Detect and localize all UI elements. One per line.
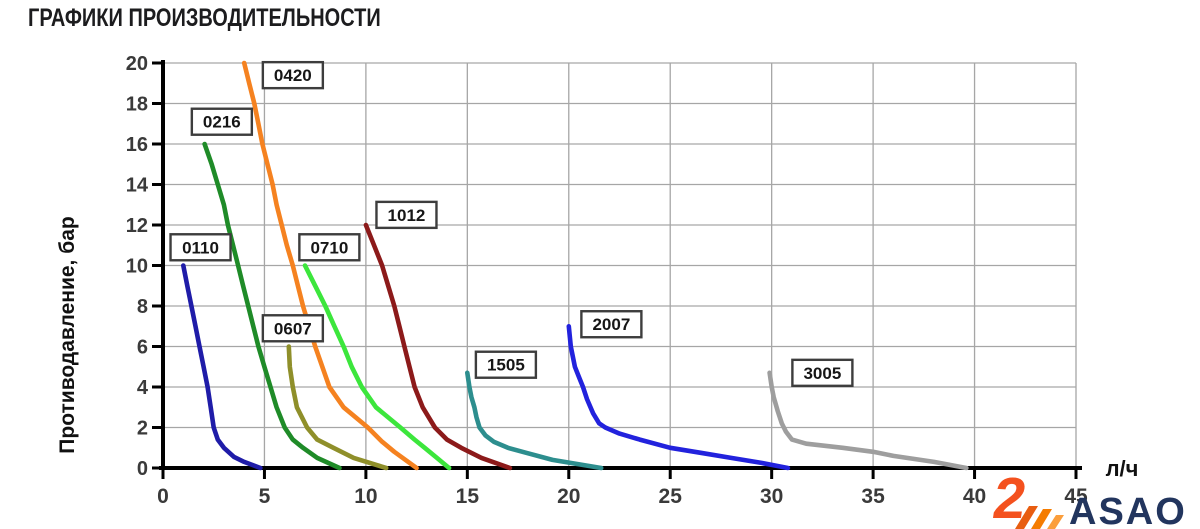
series-label-box-0110 — [169, 233, 232, 262]
series-line-0710 — [302, 263, 452, 471]
series-label-box-0420 — [261, 60, 325, 90]
y-tick-label: 0 — [137, 458, 148, 480]
x-tick-label: 20 — [557, 485, 580, 508]
x-tick-label: 40 — [963, 485, 986, 508]
series-label-0216: 0216 — [203, 113, 241, 132]
y-axis-title: Противодавление, бар — [56, 216, 79, 453]
series-label-box-1012 — [375, 200, 438, 230]
series-label-box-2007 — [580, 310, 643, 339]
series-line-0607 — [286, 344, 389, 471]
x-tick-label: 25 — [659, 485, 683, 508]
series-label-0420: 0420 — [274, 66, 312, 85]
logo-stripe-2 — [1031, 509, 1052, 529]
y-tick-label: 16 — [126, 134, 148, 156]
series-label-box-0216 — [190, 107, 254, 136]
y-tick-label: 12 — [126, 215, 148, 237]
y-tick-label: 6 — [137, 337, 148, 359]
x-axis-title: л/ч — [1106, 456, 1139, 481]
series-label-0110: 0110 — [182, 238, 219, 257]
series-label-box-1505 — [474, 350, 538, 379]
x-tick-label: 10 — [354, 485, 377, 508]
x-tick-label: 35 — [861, 485, 885, 508]
page-title: ГРАФИКИ ПРОИЗВОДИТЕЛЬНОСТИ — [28, 4, 381, 32]
series-line-0216 — [202, 141, 342, 471]
logo-text: ASAO — [1069, 491, 1187, 529]
x-tick-label: 15 — [456, 485, 480, 508]
x-tick-label: 0 — [157, 485, 169, 508]
series-label-box-0710 — [298, 233, 361, 262]
series-line-1505 — [464, 370, 604, 471]
series-line-1012 — [363, 222, 513, 471]
y-tick-label: 20 — [126, 53, 148, 75]
logo-swirl-2-icon: 2 — [989, 466, 1064, 529]
y-tick-label: 4 — [137, 377, 149, 399]
y-tick-label: 8 — [137, 296, 148, 318]
logo-stripe-1 — [1015, 506, 1038, 529]
y-tick-label: 18 — [126, 94, 148, 116]
series-line-2007 — [566, 323, 791, 471]
series-label-1505: 1505 — [487, 356, 525, 375]
series-label-0607: 0607 — [274, 319, 312, 338]
x-tick-label: 5 — [259, 485, 271, 508]
y-tick-label: 2 — [137, 418, 148, 440]
series-label-2007: 2007 — [592, 315, 630, 334]
series-line-3005 — [767, 370, 969, 471]
series-line-0420 — [241, 60, 419, 471]
y-tick-label: 14 — [126, 175, 149, 197]
x-tick-label: 30 — [760, 485, 783, 508]
series-label-box-0607 — [261, 314, 325, 343]
series-line-0110 — [181, 263, 263, 471]
series-label-box-3005 — [791, 358, 854, 388]
asao-logo: 2 ASAO — [989, 466, 1187, 529]
x-tick-label: 45 — [1064, 485, 1088, 508]
series-label-0710: 0710 — [310, 238, 348, 257]
logo-stripe-3 — [1047, 515, 1064, 529]
series-label-3005: 3005 — [803, 364, 841, 383]
y-tick-label: 10 — [126, 256, 148, 278]
series-label-1012: 1012 — [388, 206, 426, 225]
